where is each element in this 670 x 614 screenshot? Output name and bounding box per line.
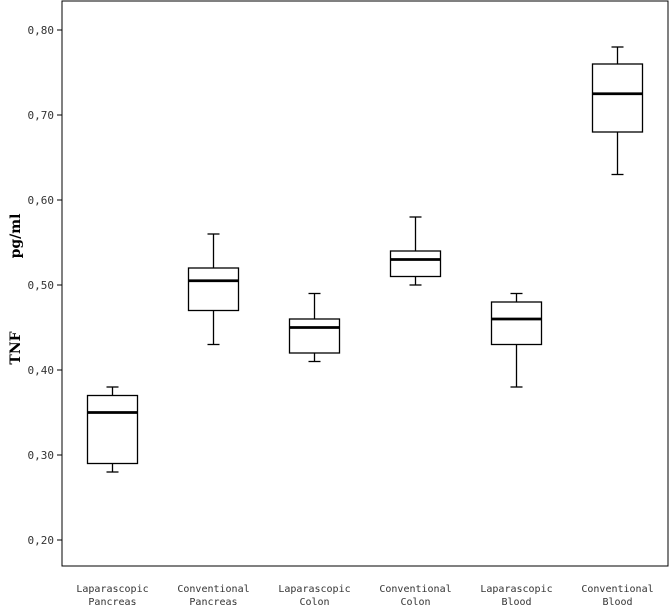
iqr-box xyxy=(389,250,442,278)
box-1 xyxy=(86,386,139,473)
y-tick-label: 0,20 xyxy=(28,534,55,547)
y-axis-label-tnf: TNF xyxy=(8,331,24,364)
box-2 xyxy=(187,233,240,346)
iqr-box xyxy=(187,267,240,312)
box-4 xyxy=(389,216,442,286)
box-6 xyxy=(591,46,644,176)
y-axis-label-unit: pg/ml xyxy=(8,214,24,259)
plot-frame xyxy=(61,0,669,567)
x-category-label: Colon xyxy=(299,597,329,608)
x-category-label: Blood xyxy=(501,597,531,608)
x-category-label: Laparascopic xyxy=(480,584,552,595)
iqr-box xyxy=(490,301,543,346)
x-category-label: Colon xyxy=(400,597,430,608)
y-tick-label: 0,80 xyxy=(28,24,55,37)
y-tick-label: 0,60 xyxy=(28,194,55,207)
iqr-box xyxy=(288,318,341,354)
x-category-label: Conventional xyxy=(177,584,249,595)
box-3 xyxy=(288,292,341,363)
iqr-box xyxy=(591,63,644,133)
y-tick-label: 0,50 xyxy=(28,279,55,292)
iqr-box xyxy=(86,394,139,465)
x-category-label: Laparascopic xyxy=(76,584,148,595)
x-category-label: Conventional xyxy=(379,584,451,595)
y-tick-label: 0,40 xyxy=(28,364,55,377)
y-tick-label: 0,30 xyxy=(28,449,55,462)
box-5 xyxy=(490,292,543,388)
x-category-label: Conventional xyxy=(581,584,653,595)
y-tick-label: 0,70 xyxy=(28,109,55,122)
x-category-label: Blood xyxy=(602,597,632,608)
x-category-label: Laparascopic xyxy=(278,584,350,595)
x-category-label: Pancreas xyxy=(88,597,136,608)
x-category-label: Pancreas xyxy=(189,597,237,608)
